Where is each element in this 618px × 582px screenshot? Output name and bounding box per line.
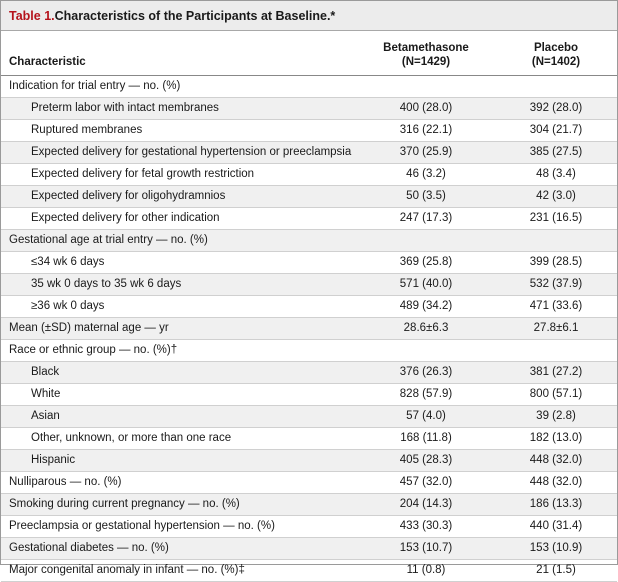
table-title-text: Characteristics of the Participants at B… xyxy=(54,8,336,23)
cell-placebo: 392 (28.0) xyxy=(529,102,583,114)
header-placebo-name: Placebo xyxy=(533,42,579,54)
row-label: Ruptured membranes xyxy=(31,124,143,136)
table-row: Gestational age at trial entry — no. (%) xyxy=(1,230,617,252)
row-label: Expected delivery for oligohydramnios xyxy=(31,190,226,202)
row-label: Expected delivery for gestational hypert… xyxy=(31,146,352,158)
cell-betamethasone: 433 (30.3) xyxy=(399,520,453,532)
cell-placebo: 231 (16.5) xyxy=(529,212,583,224)
table-row: Expected delivery for other indication 24… xyxy=(1,208,617,230)
header-betamethasone-n: (N=1429) xyxy=(401,56,451,68)
cell-placebo: 448 (32.0) xyxy=(529,454,583,466)
row-label: 35 wk 0 days to 35 wk 6 days xyxy=(31,278,182,290)
cell-placebo: 399 (28.5) xyxy=(529,256,583,268)
cell-betamethasone: 46 (3.2) xyxy=(406,168,446,180)
cell-placebo: 42 (3.0) xyxy=(536,190,576,202)
table-body: Indication for trial entry — no. (%) Pret… xyxy=(1,76,617,582)
row-label: White xyxy=(31,388,61,400)
table-title: Table 1. Characteristics of the Particip… xyxy=(1,1,617,31)
cell-betamethasone: 57 (4.0) xyxy=(406,410,446,422)
header-betamethasone-name: Betamethasone xyxy=(383,42,469,54)
table-row: Asian 57 (4.0) 39 (2.8) xyxy=(1,406,617,428)
cell-betamethasone: 28.6±6.3 xyxy=(403,322,449,334)
table-row: Race or ethnic group — no. (%)† xyxy=(1,340,617,362)
table-row: Preterm labor with intact membranes 400 (… xyxy=(1,98,617,120)
table-row: Black 376 (26.3) 381 (27.2) xyxy=(1,362,617,384)
row-label: ≤34 wk 6 days xyxy=(31,256,105,268)
table-row: Expected delivery for gestational hypert… xyxy=(1,142,617,164)
cell-betamethasone: 369 (25.8) xyxy=(399,256,453,268)
cell-betamethasone: 11 (0.8) xyxy=(406,564,446,576)
row-label: Gestational age at trial entry — no. (%) xyxy=(9,234,208,246)
cell-betamethasone: 370 (25.9) xyxy=(399,146,453,158)
cell-betamethasone: 457 (32.0) xyxy=(399,476,453,488)
table-row: Nulliparous — no. (%) 457 (32.0) 448 (32.0… xyxy=(1,472,617,494)
table-row: Preeclampsia or gestational hypertension… xyxy=(1,516,617,538)
header-betamethasone: Betamethasone (N=1429) xyxy=(361,41,491,69)
cell-betamethasone: 571 (40.0) xyxy=(399,278,453,290)
row-label: Major congenital anomaly in infant — no.… xyxy=(9,564,245,576)
cell-placebo: 800 (57.1) xyxy=(529,388,583,400)
row-label: Preterm labor with intact membranes xyxy=(31,102,219,114)
table-row: Indication for trial entry — no. (%) xyxy=(1,76,617,98)
table-row: Other, unknown, or more than one race 168… xyxy=(1,428,617,450)
row-label: ≥36 wk 0 days xyxy=(31,300,105,312)
row-label: Black xyxy=(31,366,60,378)
cell-placebo: 304 (21.7) xyxy=(529,124,583,136)
header-placebo: Placebo (N=1402) xyxy=(491,41,618,69)
table-row: Gestational diabetes — no. (%) 153 (10.7)… xyxy=(1,538,617,560)
table-row: Expected delivery for oligohydramnios 50 … xyxy=(1,186,617,208)
cell-placebo: 448 (32.0) xyxy=(529,476,583,488)
cell-betamethasone: 50 (3.5) xyxy=(406,190,446,202)
row-label: Gestational diabetes — no. (%) xyxy=(9,542,169,554)
cell-betamethasone: 828 (57.9) xyxy=(399,388,453,400)
table-row: ≤34 wk 6 days 369 (25.8) 399 (28.5) xyxy=(1,252,617,274)
cell-placebo: 471 (33.6) xyxy=(529,300,583,312)
table-row: Expected delivery for fetal growth restr… xyxy=(1,164,617,186)
header-placebo-n: (N=1402) xyxy=(531,56,581,68)
cell-placebo: 182 (13.0) xyxy=(529,432,583,444)
table-row: Hispanic 405 (28.3) 448 (32.0) xyxy=(1,450,617,472)
row-label: Mean (±SD) maternal age — yr xyxy=(9,322,169,334)
cell-placebo: 153 (10.9) xyxy=(529,542,583,554)
table-row: 35 wk 0 days to 35 wk 6 days 571 (40.0) 53… xyxy=(1,274,617,296)
row-label: Preeclampsia or gestational hypertension… xyxy=(9,520,275,532)
table-row: Ruptured membranes 316 (22.1) 304 (21.7) xyxy=(1,120,617,142)
cell-placebo: 186 (13.3) xyxy=(529,498,583,510)
row-label: Other, unknown, or more than one race xyxy=(31,432,232,444)
row-label: Smoking during current pregnancy — no. (… xyxy=(9,498,240,510)
table-row: White 828 (57.9) 800 (57.1) xyxy=(1,384,617,406)
cell-placebo: 440 (31.4) xyxy=(529,520,583,532)
cell-placebo: 21 (1.5) xyxy=(536,564,576,576)
table-row: ≥36 wk 0 days 489 (34.2) 471 (33.6) xyxy=(1,296,617,318)
row-label: Hispanic xyxy=(31,454,76,466)
row-label: Indication for trial entry — no. (%) xyxy=(9,80,181,92)
cell-betamethasone: 489 (34.2) xyxy=(399,300,453,312)
cell-betamethasone: 204 (14.3) xyxy=(399,498,453,510)
cell-placebo: 532 (37.9) xyxy=(529,278,583,290)
cell-placebo: 385 (27.5) xyxy=(529,146,583,158)
table-row: Smoking during current pregnancy — no. (… xyxy=(1,494,617,516)
row-label: Expected delivery for fetal growth restr… xyxy=(31,168,255,180)
cell-placebo: 39 (2.8) xyxy=(536,410,576,422)
table-row: Mean (±SD) maternal age — yr 28.6±6.3 27.8… xyxy=(1,318,617,340)
row-label: Expected delivery for other indication xyxy=(31,212,220,224)
row-label: Race or ethnic group — no. (%)† xyxy=(9,344,178,356)
cell-betamethasone: 168 (11.8) xyxy=(400,432,452,444)
cell-placebo: 48 (3.4) xyxy=(536,168,576,180)
cell-placebo: 381 (27.2) xyxy=(529,366,583,378)
cell-betamethasone: 153 (10.7) xyxy=(399,542,453,554)
header-characteristic: Characteristic xyxy=(9,56,86,68)
table-number: Table 1. xyxy=(9,8,55,23)
table-row: Major congenital anomaly in infant — no.… xyxy=(1,560,617,582)
cell-betamethasone: 405 (28.3) xyxy=(399,454,453,466)
cell-betamethasone: 247 (17.3) xyxy=(399,212,453,224)
row-label: Nulliparous — no. (%) xyxy=(9,476,122,488)
cell-betamethasone: 400 (28.0) xyxy=(399,102,453,114)
table-header: Characteristic Betamethasone (N=1429) Pl… xyxy=(1,31,617,76)
row-label: Asian xyxy=(31,410,60,422)
cell-betamethasone: 316 (22.1) xyxy=(399,124,453,136)
cell-placebo: 27.8±6.1 xyxy=(533,322,579,334)
cell-betamethasone: 376 (26.3) xyxy=(399,366,453,378)
